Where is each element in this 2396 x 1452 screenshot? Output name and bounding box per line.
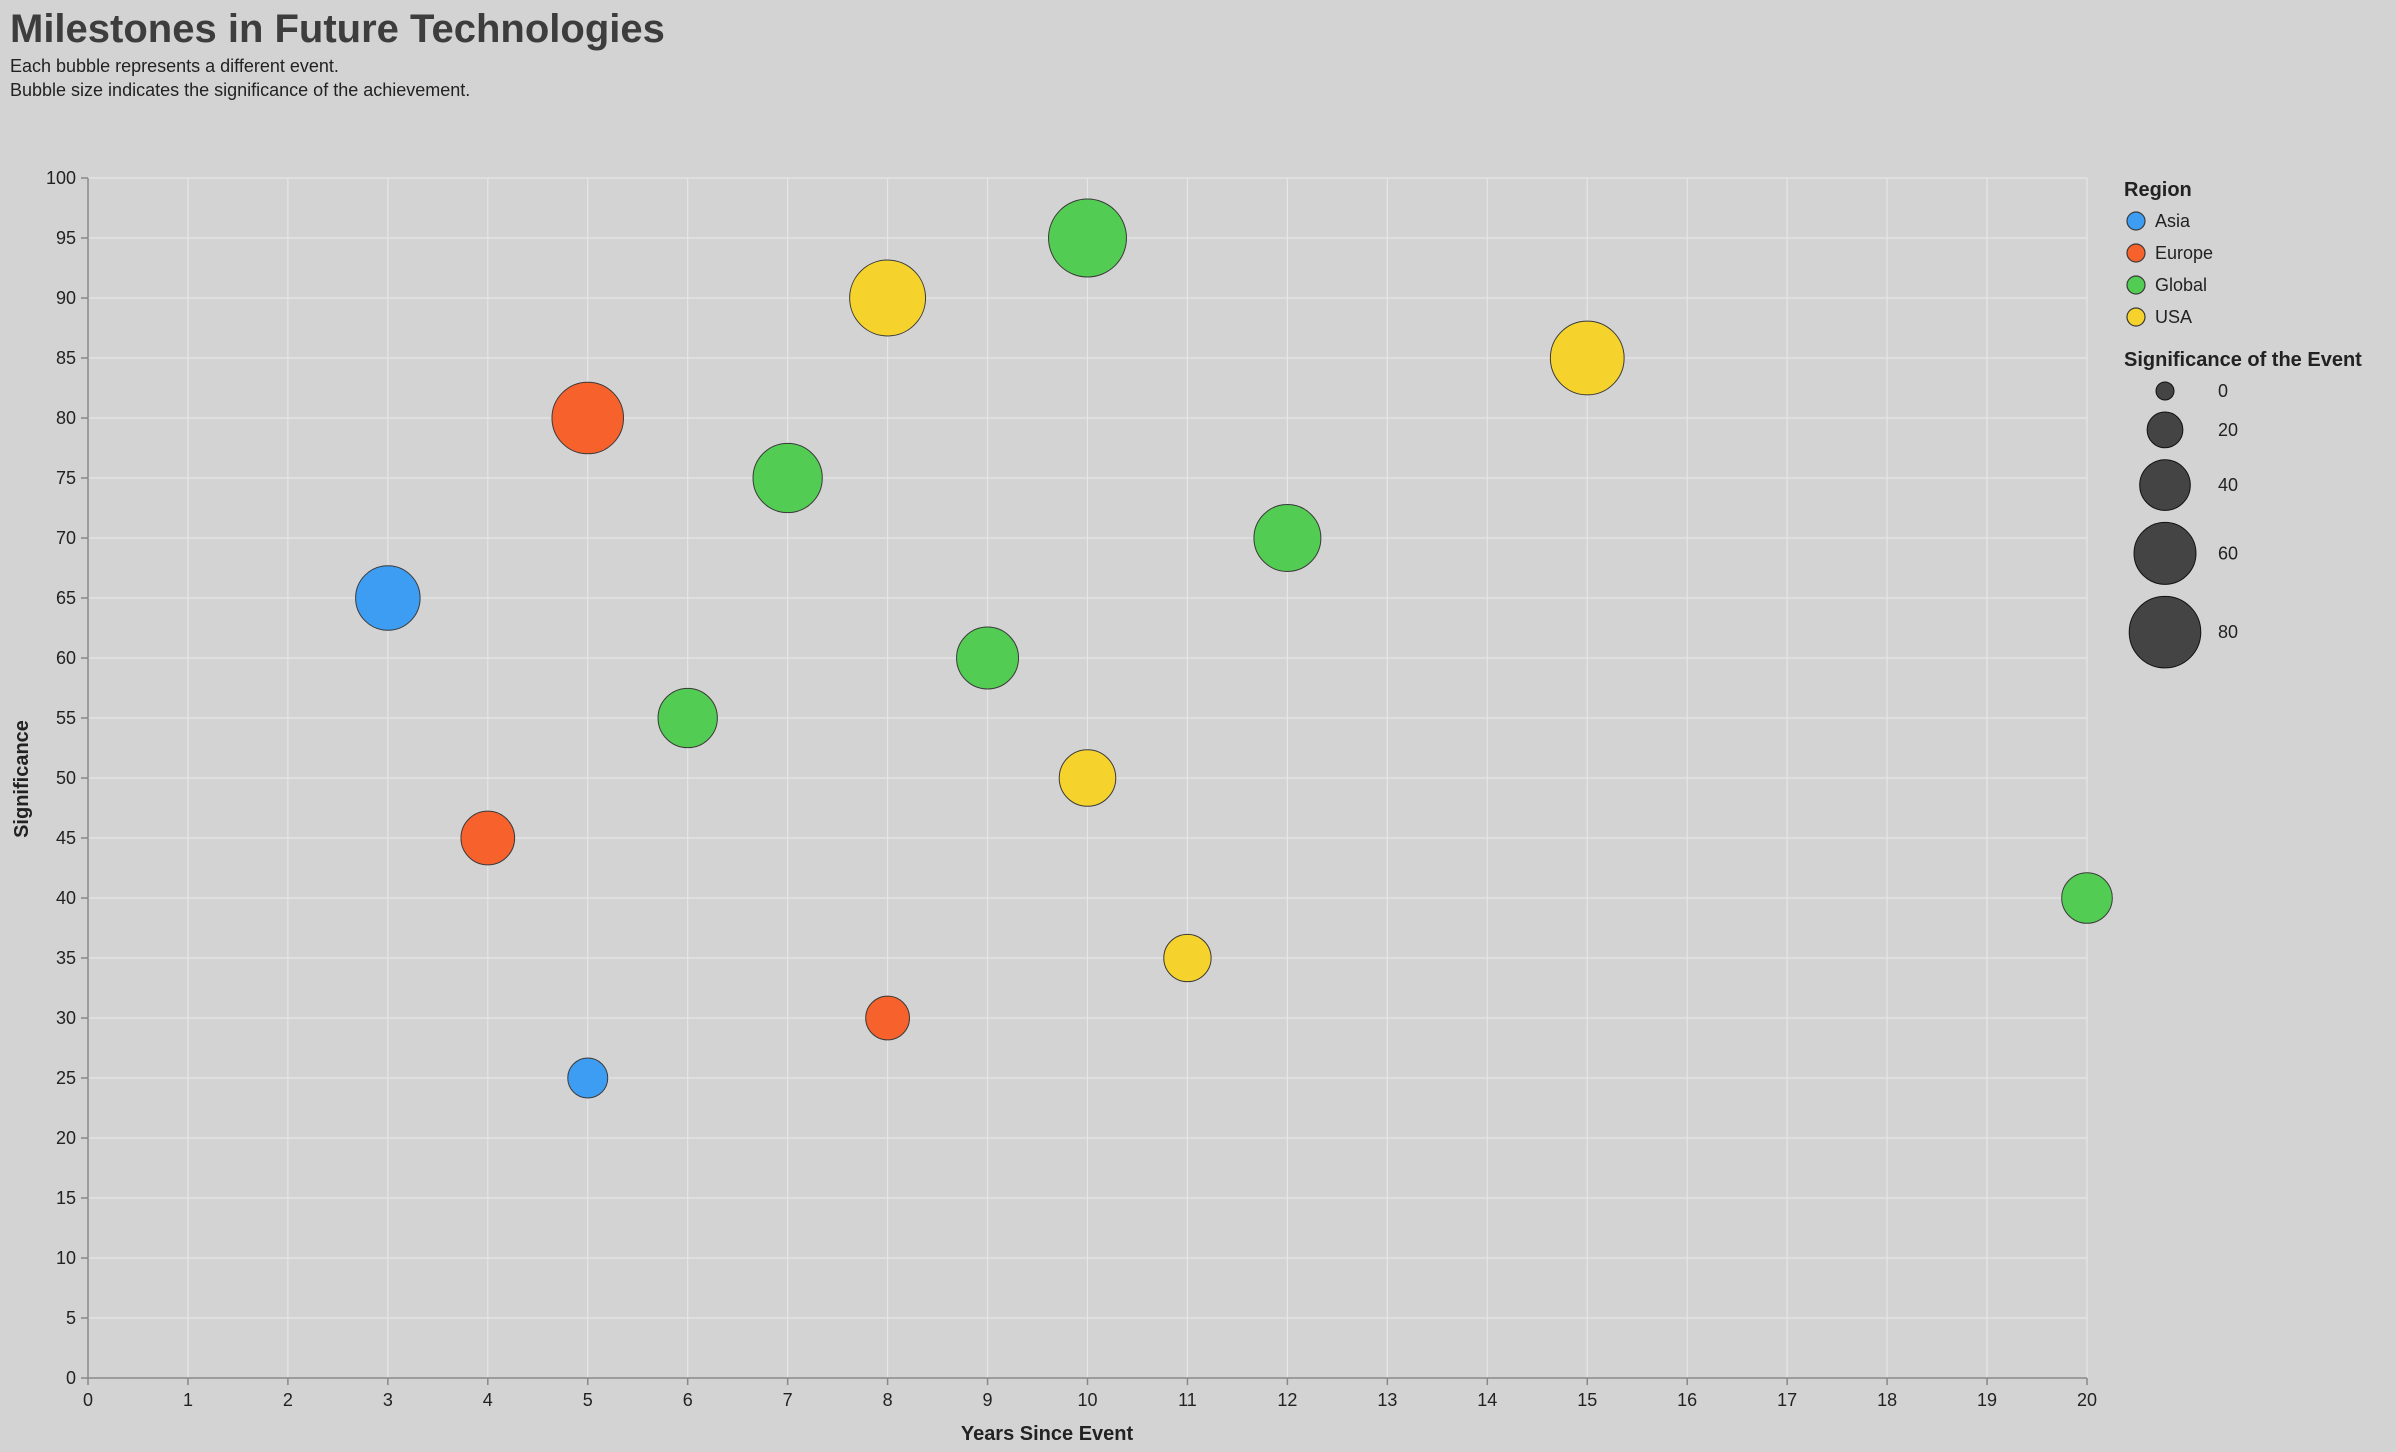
y-tick-label: 80 — [56, 408, 76, 428]
x-tick-label: 17 — [1777, 1390, 1797, 1410]
x-tick-label: 20 — [2077, 1390, 2097, 1410]
x-tick-label: 2 — [283, 1390, 293, 1410]
bubble-global — [752, 442, 823, 514]
x-tick-label: 16 — [1677, 1390, 1697, 1410]
bubble-europe — [865, 995, 911, 1041]
y-tick-label: 30 — [56, 1008, 76, 1028]
legend-symbol-usa — [2126, 307, 2146, 327]
chart-subtitle-line-1: Each bubble represents a different event… — [10, 56, 339, 76]
legend-label-global: Global — [2155, 275, 2207, 295]
x-tick-label: 0 — [83, 1390, 93, 1410]
legend-symbol-asia — [2126, 211, 2146, 231]
x-tick-label: 4 — [483, 1390, 493, 1410]
y-tick-label: 55 — [56, 708, 76, 728]
y-tick-label: 60 — [56, 648, 76, 668]
bubble-global — [657, 687, 718, 749]
y-tick-label: 15 — [56, 1188, 76, 1208]
y-tick-label: 85 — [56, 348, 76, 368]
bubbles — [355, 198, 2113, 1099]
size-legend-symbol — [2133, 521, 2197, 585]
y-tick-label: 95 — [56, 228, 76, 248]
y-tick-label: 20 — [56, 1128, 76, 1148]
x-tick-label: 6 — [683, 1390, 693, 1410]
bubble-usa — [1058, 749, 1117, 807]
chart-title: Milestones in Future Technologies — [10, 7, 665, 51]
legend: Region Asia Europe Global USA Significance … — [2124, 179, 2362, 669]
chart-subtitle-line-2: Bubble size indicates the significance o… — [10, 80, 470, 100]
legend-label-asia: Asia — [2155, 211, 2191, 231]
y-axis-title: Significance — [11, 720, 33, 838]
x-tick-label: 14 — [1477, 1390, 1497, 1410]
size-legend-label: 60 — [2218, 543, 2238, 563]
legend-label-usa: USA — [2155, 307, 2192, 327]
y-tick-label: 90 — [56, 288, 76, 308]
bubble-global — [2061, 872, 2113, 924]
x-tick-label: 7 — [783, 1390, 793, 1410]
x-tick-label: 18 — [1877, 1390, 1897, 1410]
axes: 0 1 2 3 4 5 6 7 8 9 10 11 12 13 14 15 16 17 18 19 2005101520… — [46, 168, 2097, 1410]
size-legend-label: 0 — [2218, 381, 2228, 401]
legend-label-europe: Europe — [2155, 243, 2213, 263]
grid — [87, 177, 2088, 1379]
bubble-global — [1253, 504, 1322, 572]
y-tick-label: 70 — [56, 528, 76, 548]
x-tick-label: 15 — [1577, 1390, 1597, 1410]
size-legend-symbol — [2128, 595, 2202, 669]
bubble-usa — [1163, 933, 1212, 983]
x-tick-label: 19 — [1977, 1390, 1997, 1410]
legend-symbol-global — [2126, 275, 2146, 295]
bubble-usa — [1549, 320, 1625, 396]
x-tick-label: 1 — [183, 1390, 193, 1410]
y-tick-label: 100 — [46, 168, 76, 188]
bubble-asia — [567, 1057, 609, 1099]
legend-symbol-europe — [2126, 243, 2146, 263]
size-legend-label: 40 — [2218, 475, 2238, 495]
x-tick-label: 10 — [1077, 1390, 1097, 1410]
y-tick-label: 0 — [66, 1368, 76, 1388]
y-tick-label: 50 — [56, 768, 76, 788]
y-tick-label: 5 — [66, 1308, 76, 1328]
x-tick-label: 12 — [1277, 1390, 1297, 1410]
y-tick-label: 45 — [56, 828, 76, 848]
y-tick-label: 25 — [56, 1068, 76, 1088]
y-tick-label: 65 — [56, 588, 76, 608]
size-legend-symbol — [2146, 411, 2184, 449]
bubble-usa — [849, 259, 927, 337]
region-legend: Asia Europe Global USA — [2126, 211, 2213, 327]
y-tick-label: 35 — [56, 948, 76, 968]
x-tick-label: 9 — [983, 1390, 993, 1410]
x-tick-label: 8 — [883, 1390, 893, 1410]
region-legend-title: Region — [2124, 179, 2192, 201]
bubble-asia — [355, 565, 421, 631]
bubble-europe — [460, 810, 516, 866]
x-tick-label: 13 — [1377, 1390, 1397, 1410]
size-legend-label: 20 — [2218, 420, 2238, 440]
x-tick-label: 3 — [383, 1390, 393, 1410]
x-axis-title: Years Since Event — [961, 1423, 1134, 1445]
y-tick-label: 40 — [56, 888, 76, 908]
size-legend: 0 20 40 60 80 — [2128, 381, 2238, 669]
size-legend-symbol — [2155, 381, 2175, 401]
size-legend-symbol — [2139, 459, 2191, 511]
bubble-global — [956, 626, 1020, 690]
bubble-global — [1048, 198, 1127, 278]
size-legend-label: 80 — [2218, 622, 2238, 642]
y-tick-label: 10 — [56, 1248, 76, 1268]
y-tick-label: 75 — [56, 468, 76, 488]
x-tick-label: 5 — [583, 1390, 593, 1410]
size-legend-title: Significance of the Event — [2124, 349, 2362, 371]
x-tick-label: 11 — [1178, 1390, 1197, 1410]
bubble-europe — [551, 381, 625, 455]
